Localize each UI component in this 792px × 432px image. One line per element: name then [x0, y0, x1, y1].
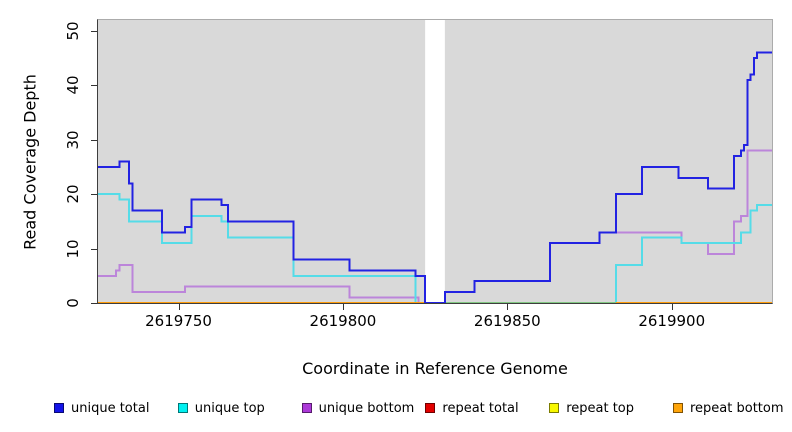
- y-tick-label: 0: [64, 298, 82, 308]
- legend-item-repeat-top: repeat top: [549, 400, 634, 416]
- legend-item-unique-bottom: unique bottom: [301, 400, 415, 416]
- x-tick-label: 2619850: [473, 312, 541, 330]
- unique-bottom-line: [98, 263, 426, 303]
- masked-region: [425, 20, 445, 303]
- y-tick-label: 20: [64, 184, 82, 204]
- legend-item-unique-top: unique top: [177, 400, 265, 416]
- plot-area: [97, 19, 773, 304]
- legend-label: repeat top: [566, 400, 634, 416]
- y-tick-mark: [91, 303, 97, 304]
- legend-label: repeat bottom: [690, 400, 784, 416]
- x-tick-mark: [178, 304, 180, 310]
- y-tick-label: 50: [64, 21, 82, 41]
- x-axis-title: Coordinate in Reference Genome: [302, 359, 568, 378]
- unique-top-line: [444, 204, 772, 303]
- legend-label: unique bottom: [318, 400, 415, 416]
- x-tick-mark: [507, 304, 509, 310]
- legend-item-repeat-bottom: repeat bottom: [673, 400, 784, 416]
- x-tick-mark: [342, 304, 344, 310]
- x-tick-label: 2619750: [145, 312, 212, 330]
- repeat-top-swatch-icon: [549, 403, 560, 413]
- legend-item-unique-total: unique total: [54, 400, 150, 416]
- x-tick-mark: [671, 304, 673, 310]
- unique-top-swatch-icon: [177, 403, 188, 413]
- chart-canvas: [98, 20, 772, 303]
- y-axis-title: Read Coverage Depth: [20, 74, 40, 250]
- x-tick-label: 2619800: [309, 312, 377, 330]
- legend-item-repeat-total: repeat total: [425, 400, 519, 416]
- y-tick-mark: [91, 30, 97, 32]
- legend-label: repeat total: [442, 400, 519, 416]
- y-tick-mark: [91, 139, 97, 141]
- y-tick-label: 40: [64, 75, 82, 95]
- x-tick-label: 2619900: [638, 312, 706, 330]
- y-tick-mark: [91, 248, 97, 250]
- unique-top-line: [98, 193, 426, 303]
- unique-total-swatch-icon: [54, 403, 64, 413]
- y-tick-label: 10: [64, 239, 82, 259]
- unique-bottom-swatch-icon: [301, 403, 312, 413]
- legend-label: unique total: [71, 400, 150, 416]
- y-tick-mark: [91, 85, 97, 87]
- legend-label: unique top: [194, 400, 265, 416]
- unique-total-line: [98, 51, 772, 303]
- repeat-total-swatch-icon: [425, 403, 436, 413]
- repeat-bottom-swatch-icon: [673, 403, 683, 413]
- y-tick-mark: [91, 194, 97, 196]
- unique-bottom-line: [444, 149, 772, 294]
- y-tick-label: 30: [64, 130, 82, 150]
